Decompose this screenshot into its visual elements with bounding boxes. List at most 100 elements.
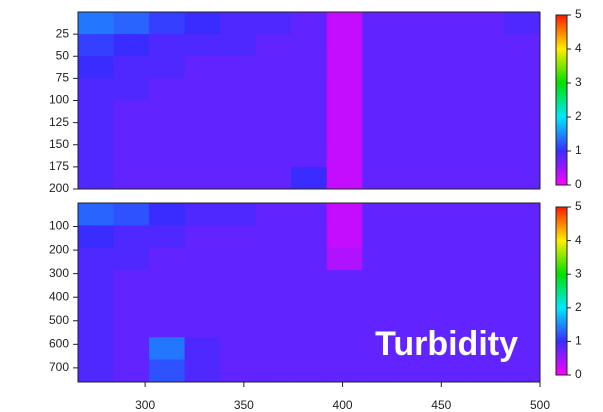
- heat-cell: [78, 122, 115, 146]
- heat-cell: [504, 78, 541, 101]
- heat-cell: [220, 122, 257, 146]
- heat-cell: [362, 225, 399, 249]
- x-tick-label: 400: [333, 398, 353, 412]
- heat-cell: [220, 314, 257, 338]
- heat-cell: [255, 359, 292, 383]
- heat-cell: [362, 247, 399, 271]
- heat-cell: [291, 78, 328, 101]
- heat-cell: [149, 78, 186, 101]
- heat-cell: [220, 34, 257, 57]
- colorbar-tick-label: 3: [575, 266, 582, 280]
- heat-cell: [433, 166, 470, 190]
- heat-cell: [291, 166, 328, 190]
- heat-cell: [504, 122, 541, 146]
- heat-cell: [397, 270, 434, 293]
- annotation: Turbidity: [375, 325, 518, 363]
- heat-cell: [397, 12, 434, 35]
- heat-cell: [220, 292, 257, 316]
- heat-cell: [504, 12, 541, 35]
- heat-cell: [113, 270, 150, 293]
- heat-cell: [362, 203, 399, 226]
- y-tick-label: 300: [49, 266, 69, 280]
- y-tick-label: 150: [49, 137, 69, 151]
- y-tick-label: 175: [49, 159, 69, 173]
- heat-cell: [220, 337, 257, 361]
- heat-cell: [184, 225, 221, 249]
- heat-cell: [504, 270, 541, 293]
- heat-cell: [149, 203, 186, 226]
- heat-cell: [184, 166, 221, 190]
- heat-cell: [468, 359, 505, 383]
- heat-cell: [113, 144, 150, 168]
- heat-cell: [397, 144, 434, 168]
- heat-cell: [397, 314, 434, 338]
- heat-cell: [255, 247, 292, 271]
- heat-cell: [149, 270, 186, 293]
- y-tick-label: 200: [49, 181, 69, 195]
- y-tick-label: 700: [49, 360, 69, 374]
- heat-cell: [397, 122, 434, 146]
- y-tick-label: 125: [49, 115, 69, 129]
- heat-cell: [362, 270, 399, 293]
- heat-cell: [113, 34, 150, 57]
- colorbar-tick-label: 4: [575, 41, 582, 55]
- heat-cell: [397, 78, 434, 101]
- heat-cell: [149, 12, 186, 35]
- heat-cell: [397, 56, 434, 79]
- colorbar-tick-label: 1: [575, 334, 582, 348]
- heat-cell: [397, 100, 434, 124]
- heat-cell: [78, 225, 115, 249]
- heat-cell: [433, 270, 470, 293]
- heat-cell: [433, 203, 470, 226]
- heat-cell: [504, 314, 541, 338]
- heat-cell: [433, 100, 470, 124]
- heat-cell: [113, 203, 150, 226]
- heat-cell: [220, 203, 257, 226]
- heat-cell: [220, 144, 257, 168]
- heat-cell: [255, 12, 292, 35]
- heat-cell: [291, 337, 328, 361]
- heat-cell: [291, 144, 328, 168]
- heat-cell: [220, 166, 257, 190]
- heat-cell: [149, 314, 186, 338]
- heat-cell: [78, 56, 115, 79]
- y-tick-label: 600: [49, 336, 69, 350]
- heat-cell: [326, 359, 363, 383]
- heat-cell: [468, 225, 505, 249]
- heat-cell: [113, 166, 150, 190]
- heat-cell: [78, 12, 115, 35]
- heat-cell: [326, 292, 363, 316]
- heat-cell: [255, 100, 292, 124]
- heat-cell: [397, 292, 434, 316]
- heat-cell: [468, 203, 505, 226]
- heat-cell: [78, 100, 115, 124]
- heat-cell: [184, 337, 221, 361]
- heat-cell: [433, 314, 470, 338]
- heat-cell: [184, 314, 221, 338]
- heat-cell: [78, 247, 115, 271]
- heat-cell: [362, 166, 399, 190]
- colorbar-tick-label: 5: [575, 7, 582, 21]
- heat-cell: [220, 225, 257, 249]
- heat-cell: [255, 292, 292, 316]
- heat-cell: [78, 78, 115, 101]
- colorbar: [555, 14, 568, 186]
- colorbar-tick-label: 5: [575, 199, 582, 213]
- heat-cell: [433, 337, 470, 361]
- heat-cell: [433, 292, 470, 316]
- heat-cell: [184, 78, 221, 101]
- heat-cell: [149, 292, 186, 316]
- heat-cell: [113, 100, 150, 124]
- heat-cell: [504, 337, 541, 361]
- heat-cell: [433, 247, 470, 271]
- heat-cell: [184, 359, 221, 383]
- heat-cell: [397, 225, 434, 249]
- heat-cell: [326, 337, 363, 361]
- heat-cell: [291, 270, 328, 293]
- heat-cell: [291, 247, 328, 271]
- heat-cell: [397, 34, 434, 57]
- heat-cell: [326, 247, 363, 271]
- heat-cell: [220, 78, 257, 101]
- heat-cell: [113, 337, 150, 361]
- heat-cell: [184, 122, 221, 146]
